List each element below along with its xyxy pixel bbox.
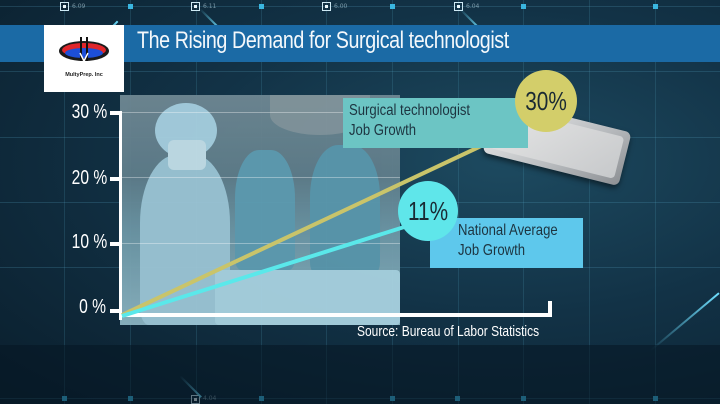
grid-line xyxy=(0,6,720,7)
y-tick xyxy=(110,111,122,115)
series-label-surgical-tech: Surgical technologist Job Growth xyxy=(343,98,528,148)
surgical-mask xyxy=(168,140,206,170)
value-bubble-30: 30% xyxy=(515,70,577,132)
surgeon-figure xyxy=(235,150,295,270)
series-label-line1: National Average xyxy=(458,222,558,239)
x-axis xyxy=(119,313,552,317)
grid-node-label: 6.09 xyxy=(72,3,86,10)
grid-line xyxy=(589,0,590,404)
decor-line xyxy=(649,292,720,352)
grid-node xyxy=(128,4,133,9)
series-label-national-avg: National Average Job Growth xyxy=(430,218,583,268)
grid-node-box xyxy=(191,2,200,11)
series-label-line2: Job Growth xyxy=(349,122,417,139)
chart-gridline xyxy=(122,112,400,113)
grid-node-box xyxy=(322,2,331,11)
chart-gridline xyxy=(122,177,400,178)
x-axis-end xyxy=(548,301,552,317)
grid-node-box xyxy=(454,2,463,11)
value-label: 11% xyxy=(407,195,449,226)
logo-icon xyxy=(59,37,109,63)
y-tick xyxy=(110,242,122,246)
value-bubble-11: 11% xyxy=(398,181,458,241)
y-axis xyxy=(119,112,122,320)
grid-line xyxy=(0,71,720,72)
grid-node xyxy=(521,4,526,9)
grid-node xyxy=(390,4,395,9)
y-tick-label: 20 % xyxy=(71,167,108,189)
grid-node xyxy=(653,4,658,9)
grid-line xyxy=(523,0,524,404)
y-tick-label: 0 % xyxy=(79,296,106,318)
grid-node-label: 6.04 xyxy=(466,3,480,10)
series-label-line1: Surgical technologist xyxy=(349,102,471,119)
grid-line xyxy=(655,0,656,404)
value-label: 30% xyxy=(525,85,567,116)
page-title: The Rising Demand for Surgical technolog… xyxy=(137,27,509,54)
logo: MultyPrep. Inc xyxy=(44,25,124,92)
source-caption: Source: Bureau of Labor Statistics xyxy=(357,323,540,340)
y-tick xyxy=(110,177,122,181)
chart-gridline xyxy=(122,243,400,244)
grid-node-label: 6.11 xyxy=(203,3,217,10)
grid-node-box xyxy=(60,2,69,11)
grid-node-label: 6.00 xyxy=(334,3,348,10)
bottom-band xyxy=(0,345,720,404)
y-tick-label: 30 % xyxy=(71,101,108,123)
y-tick-label: 10 % xyxy=(71,231,108,253)
grid-line xyxy=(64,0,65,404)
series-label-line2: Job Growth xyxy=(458,242,526,259)
y-tick xyxy=(110,309,122,313)
grid-line xyxy=(458,0,459,404)
grid-node xyxy=(259,4,264,9)
logo-text: MultyPrep. Inc xyxy=(65,72,103,78)
